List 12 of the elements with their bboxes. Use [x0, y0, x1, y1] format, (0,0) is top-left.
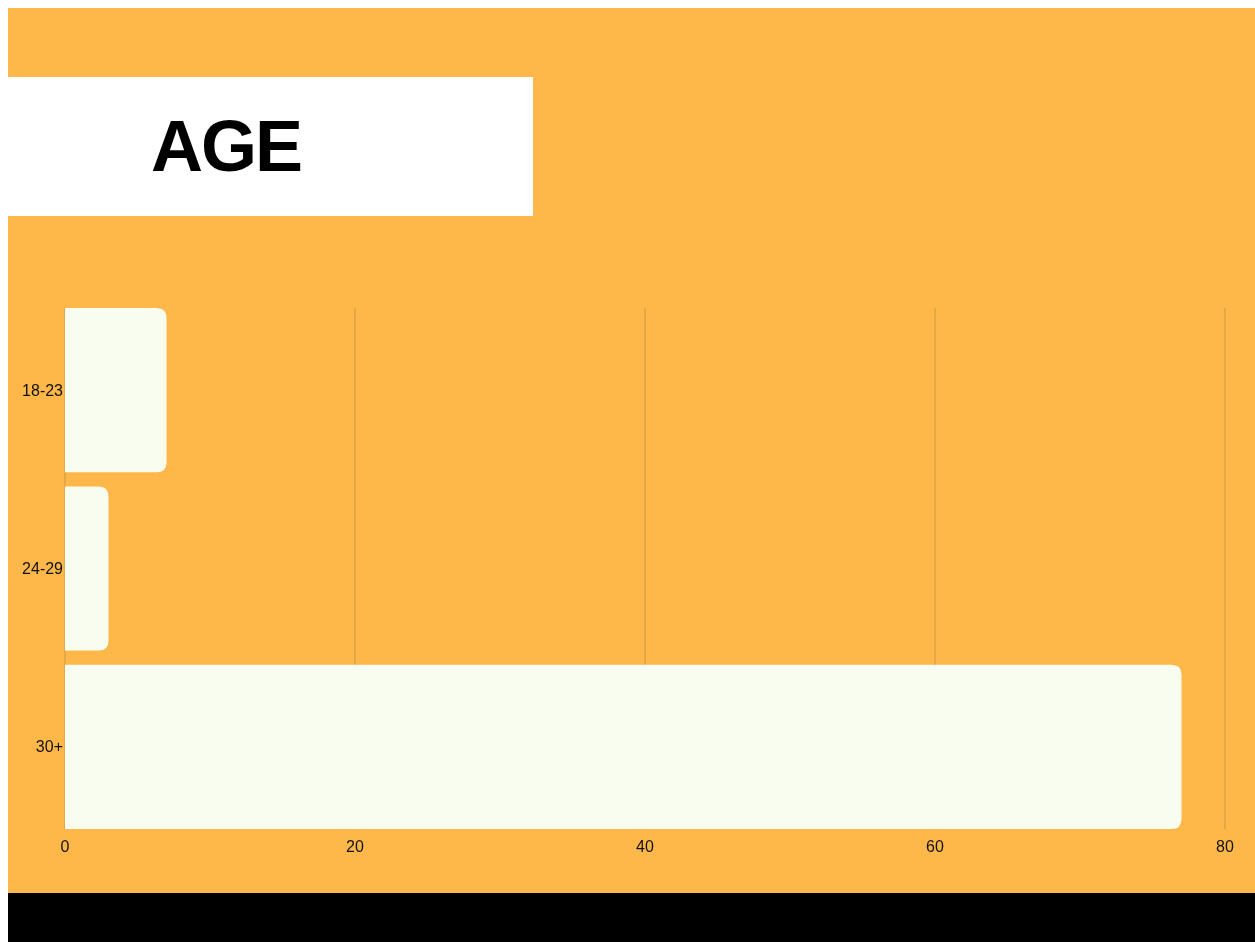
y-tick-label: 24-29: [22, 560, 64, 577]
x-tick-label: 40: [636, 837, 654, 855]
x-tick-label: 80: [1216, 837, 1234, 855]
y-tick-label: 30+: [35, 738, 63, 756]
bar: [65, 308, 167, 473]
chart-title: AGE: [150, 106, 302, 186]
bar: [65, 664, 1182, 829]
x-tick-label: 20: [346, 837, 364, 855]
x-tick-label: 0: [60, 837, 70, 855]
bar: [65, 486, 109, 651]
x-tick-label: 60: [926, 837, 944, 855]
y-tick-label: 18-23: [22, 381, 64, 399]
